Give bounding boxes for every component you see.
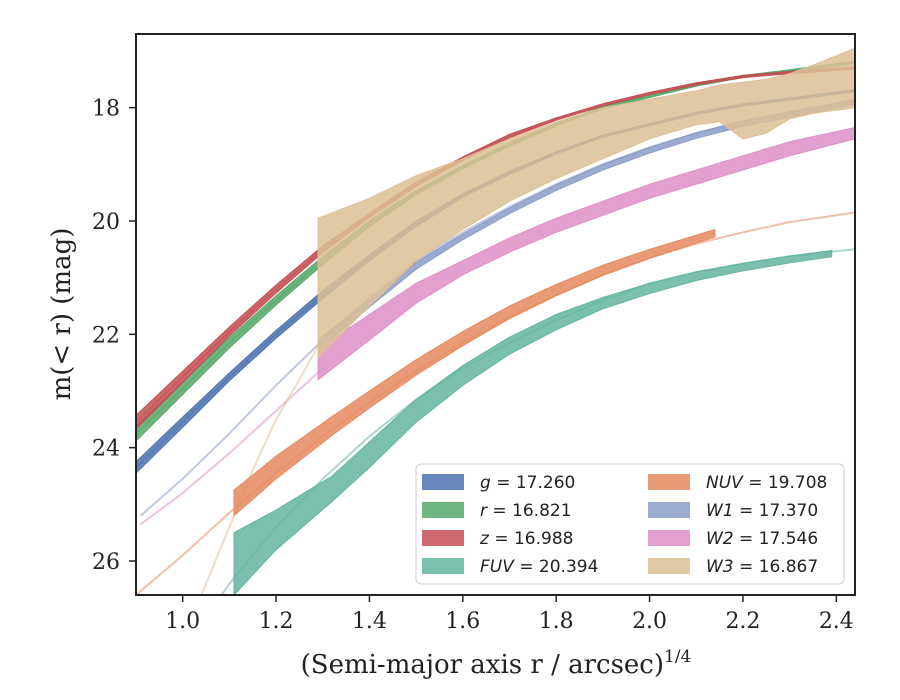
legend-label-nuv: NUV = 19.708	[706, 473, 827, 493]
x-tick-label: 2.0	[632, 609, 667, 634]
x-tick-label: 1.0	[165, 609, 200, 634]
y-axis-title: m(< r) (mag)	[47, 228, 77, 401]
legend-swatch-w3	[648, 558, 690, 574]
y-tick-label: 22	[92, 323, 120, 348]
legend-label-r: r = 16.821	[480, 501, 572, 521]
y-axis: 18 20 22 24 26	[92, 97, 136, 575]
y-tick-label: 18	[92, 97, 120, 122]
legend-swatch-r	[422, 502, 464, 518]
x-tick-label: 1.8	[539, 609, 574, 634]
x-axis-title: (Semi-major axis r / arcsec)1/4	[301, 647, 692, 680]
x-tick-label: 2.4	[819, 609, 854, 634]
legend: g = 17.260 r = 16.821 z = 16.988 FUV = 20.3…	[415, 463, 845, 585]
series-w2-model-line	[140, 367, 324, 526]
series-fuv-band	[233, 249, 833, 595]
y-tick-label: 20	[92, 210, 120, 235]
plot-area	[136, 47, 855, 595]
legend-label-g: g = 17.260	[480, 473, 575, 493]
legend-box	[415, 463, 845, 585]
series-w1-band	[317, 98, 855, 352]
legend-swatch-g	[422, 474, 464, 490]
x-tick-label: 2.2	[725, 609, 760, 634]
y-tick-label: 24	[92, 437, 120, 462]
legend-swatch-nuv	[648, 474, 690, 490]
legend-swatch-z	[422, 530, 464, 546]
series-w2-band	[317, 126, 855, 381]
x-tick-label: 1.2	[259, 609, 294, 634]
series-w3-model-line	[200, 345, 319, 595]
bands	[136, 47, 855, 595]
legend-swatch-w1	[648, 502, 690, 518]
legend-label-w1: W1 = 17.370	[706, 501, 818, 521]
x-axis: 1.0 1.2 1.4 1.6 1.8 2.0 2.2 2.4	[165, 595, 854, 634]
plot-frame	[135, 33, 856, 596]
legend-label-z: z = 16.988	[479, 529, 573, 549]
x-tick-label: 1.6	[445, 609, 480, 634]
x-tick-label: 1.4	[352, 609, 387, 634]
y-tick-label: 26	[92, 550, 120, 575]
legend-swatch-w2	[648, 530, 690, 546]
legend-label-fuv: FUV = 20.394	[480, 557, 598, 577]
series-nuv-band	[233, 228, 716, 517]
legend-swatch-fuv	[422, 558, 464, 574]
legend-label-w3: W3 = 16.867	[706, 557, 818, 577]
series-w3-band	[317, 47, 855, 359]
legend-label-w2: W2 = 17.546	[706, 529, 818, 549]
